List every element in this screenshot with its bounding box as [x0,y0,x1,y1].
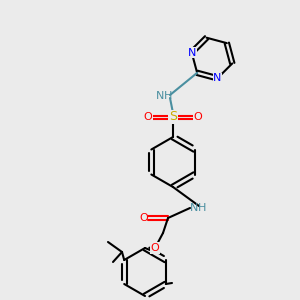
Text: S: S [169,110,177,124]
Text: N: N [190,203,198,213]
Text: H: H [164,91,172,101]
Text: H: H [198,203,206,213]
Text: O: O [144,112,152,122]
Text: N: N [213,73,222,83]
Text: N: N [188,48,196,58]
Text: O: O [194,112,202,122]
Text: O: O [151,243,159,253]
Text: N: N [156,91,164,101]
Text: O: O [140,213,148,223]
